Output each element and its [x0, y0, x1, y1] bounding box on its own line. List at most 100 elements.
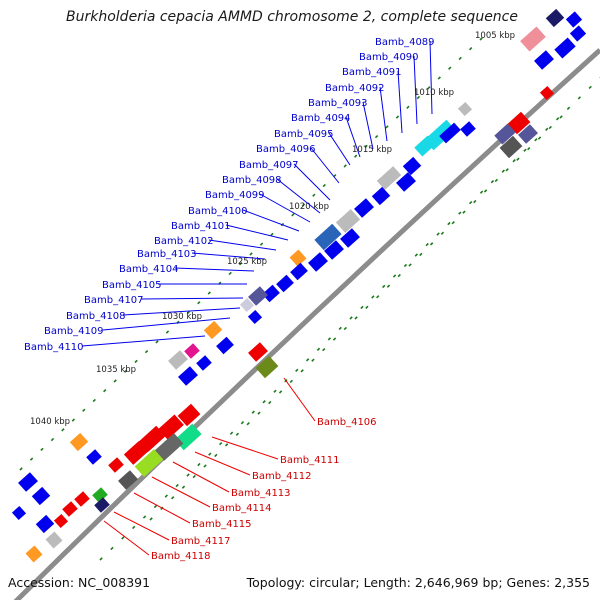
gene-feature[interactable]	[414, 135, 436, 157]
gene-feature[interactable]	[248, 342, 268, 362]
gene-label[interactable]: Bamb_4115	[192, 519, 252, 530]
gene-feature[interactable]	[94, 497, 110, 513]
gene-feature[interactable]	[158, 414, 184, 440]
gene-feature[interactable]	[178, 366, 198, 386]
gene-label[interactable]: Bamb_4106	[317, 417, 377, 428]
gene-label[interactable]: Bamb_4098	[222, 175, 282, 186]
tick-dash	[142, 515, 147, 519]
gene-feature[interactable]	[539, 85, 555, 101]
gene-feature[interactable]	[118, 470, 138, 490]
gene-feature[interactable]	[324, 240, 344, 260]
tick-dash	[175, 483, 179, 488]
gene-feature[interactable]	[239, 297, 255, 313]
gene-feature[interactable]	[545, 8, 565, 28]
gene-feature[interactable]	[460, 121, 476, 137]
gene-label[interactable]: Bamb_4118	[151, 551, 211, 562]
gene-feature[interactable]	[507, 111, 531, 135]
gene-feature[interactable]	[177, 403, 201, 427]
gene-label[interactable]: Bamb_4105	[102, 280, 162, 291]
gene-feature[interactable]	[248, 286, 268, 306]
gene-feature[interactable]	[499, 135, 523, 159]
gene-feature[interactable]	[18, 472, 38, 492]
gene-feature[interactable]	[371, 186, 391, 206]
gene-feature[interactable]	[134, 449, 164, 477]
gene-feature[interactable]	[11, 505, 27, 521]
tick-dash	[577, 96, 582, 100]
gene-label[interactable]: Bamb_4094	[291, 113, 351, 124]
tick-dash	[134, 359, 138, 364]
gene-feature[interactable]	[376, 166, 402, 190]
gene-feature[interactable]	[184, 343, 200, 359]
gene-label[interactable]: Bamb_4100	[188, 206, 248, 217]
gene-label[interactable]: Bamb_4092	[325, 83, 385, 94]
gene-feature[interactable]	[154, 433, 184, 461]
gene-label[interactable]: Bamb_4101	[171, 221, 231, 232]
gene-label[interactable]: Bamb_4089	[375, 37, 435, 48]
gene-label[interactable]: Bamb_4091	[342, 67, 402, 78]
gene-feature[interactable]	[534, 50, 554, 70]
gene-feature[interactable]	[565, 11, 583, 28]
gene-feature[interactable]	[123, 441, 149, 465]
gene-feature[interactable]	[335, 209, 361, 233]
gene-feature[interactable]	[457, 101, 473, 117]
gene-feature[interactable]	[92, 487, 108, 503]
gene-feature[interactable]	[396, 172, 416, 192]
gene-feature[interactable]	[439, 122, 461, 144]
gene-feature[interactable]	[290, 262, 308, 281]
gene-feature[interactable]	[62, 501, 78, 517]
gene-label[interactable]: Bamb_4113	[231, 488, 291, 499]
gene-feature[interactable]	[494, 123, 516, 145]
gene-label[interactable]: Bamb_4103	[137, 249, 197, 260]
gene-feature[interactable]	[569, 25, 587, 42]
gene-feature[interactable]	[31, 486, 51, 506]
gene-label[interactable]: Bamb_4093	[308, 98, 368, 109]
gene-feature[interactable]	[402, 156, 422, 176]
gene-feature[interactable]	[255, 355, 279, 379]
gene-feature[interactable]	[354, 198, 374, 218]
gene-label[interactable]: Bamb_4104	[119, 264, 179, 275]
gene-feature[interactable]	[35, 514, 55, 534]
gene-feature[interactable]	[518, 124, 538, 144]
gene-feature[interactable]	[216, 336, 234, 355]
gene-label[interactable]: Bamb_4107	[84, 295, 144, 306]
tick-dash	[311, 358, 315, 362]
gene-label[interactable]: Bamb_4090	[359, 52, 419, 63]
gene-label[interactable]: Bamb_4114	[212, 503, 272, 514]
tick-dash	[458, 56, 462, 61]
gene-label[interactable]: Bamb_4109	[44, 326, 104, 337]
gene-feature[interactable]	[45, 531, 63, 549]
gene-feature[interactable]	[276, 274, 294, 293]
gene-feature[interactable]	[108, 457, 124, 473]
gene-feature[interactable]	[53, 513, 69, 529]
gene-feature[interactable]	[308, 252, 328, 272]
tick-dash	[322, 183, 326, 188]
gene-label[interactable]: Bamb_4117	[171, 536, 231, 547]
gene-feature[interactable]	[196, 355, 212, 371]
gene-label[interactable]: Bamb_4108	[66, 311, 126, 322]
gene-feature[interactable]	[554, 37, 576, 59]
gene-label[interactable]: Bamb_4097	[239, 160, 299, 171]
gene-feature[interactable]	[340, 228, 360, 248]
gene-feature[interactable]	[168, 350, 188, 370]
tick-dash	[559, 115, 563, 119]
gene-label[interactable]: Bamb_4111	[280, 455, 340, 466]
leader-line	[172, 461, 230, 493]
gene-feature[interactable]	[138, 425, 166, 453]
gene-feature[interactable]	[247, 309, 263, 325]
gene-feature[interactable]	[69, 432, 89, 452]
gene-label[interactable]: Bamb_4095	[274, 129, 334, 140]
gene-feature[interactable]	[25, 545, 43, 563]
gene-feature[interactable]	[203, 320, 223, 340]
gene-feature[interactable]	[262, 284, 280, 303]
gene-feature[interactable]	[289, 249, 307, 267]
gene-feature[interactable]	[314, 223, 342, 251]
tick-dash	[332, 337, 337, 341]
gene-feature[interactable]	[74, 491, 90, 507]
gene-label[interactable]: Bamb_4102	[154, 236, 214, 247]
gene-label[interactable]: Bamb_4099	[205, 190, 265, 201]
gene-label[interactable]: Bamb_4112	[252, 471, 312, 482]
gene-label[interactable]: Bamb_4110	[24, 342, 84, 353]
gene-feature[interactable]	[520, 26, 546, 52]
gene-feature[interactable]	[86, 449, 102, 465]
gene-label[interactable]: Bamb_4096	[256, 144, 316, 155]
